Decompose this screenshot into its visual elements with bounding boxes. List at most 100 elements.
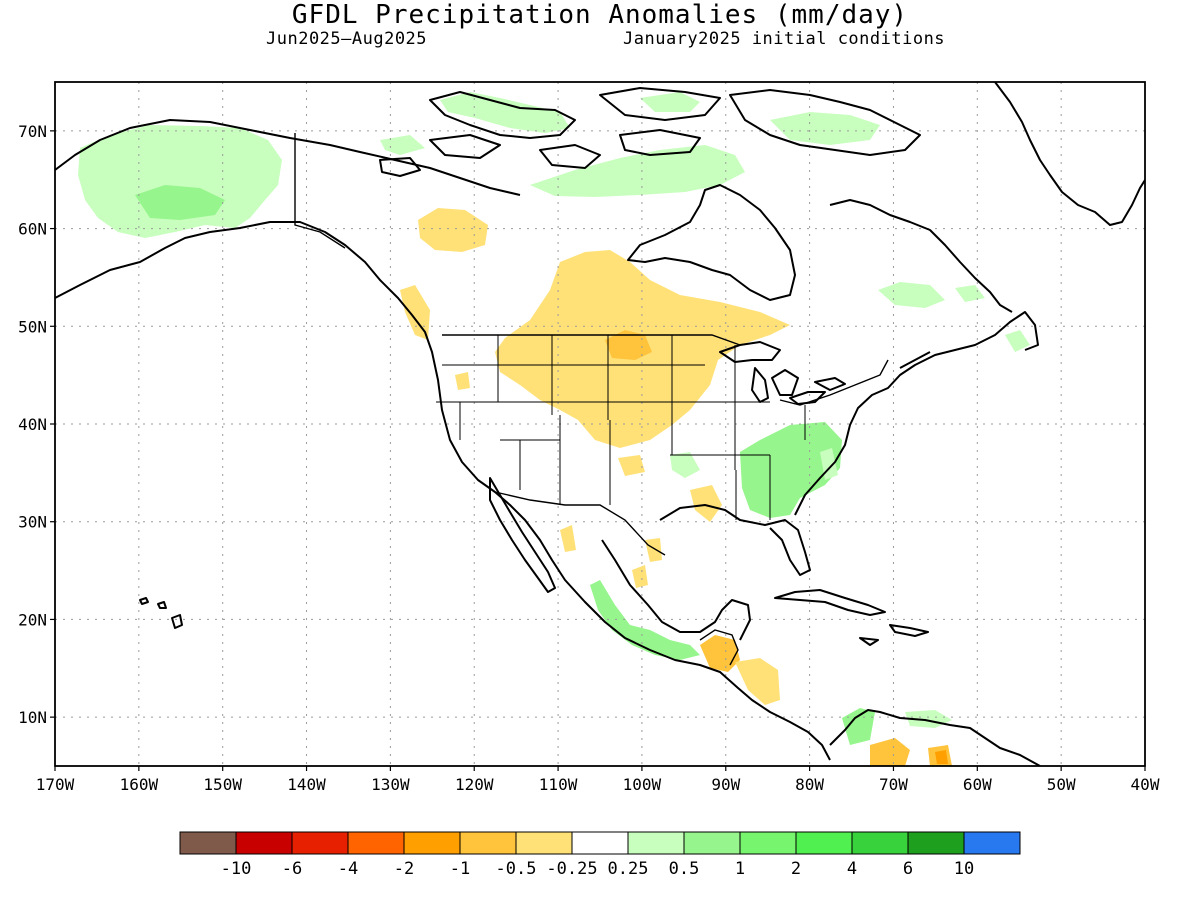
longitude-tick-labels: 170W 160W 150W 140W 130W 120W 110W 100W 90W 80W 70… bbox=[36, 766, 1160, 794]
anomaly-wet-arctic-bits bbox=[380, 92, 700, 155]
coast-baja bbox=[489, 477, 556, 593]
great-lakes bbox=[719, 341, 846, 405]
colorbar-swatch bbox=[851, 831, 909, 855]
colorbar-label: 0.25 bbox=[608, 859, 649, 879]
colorbar-swatch bbox=[347, 831, 405, 855]
anomaly-dry-southamerica-core bbox=[935, 750, 948, 764]
lon-tick-label: 120W bbox=[455, 775, 494, 794]
colorbar-label: -2 bbox=[394, 859, 414, 879]
lon-tick-label: 100W bbox=[623, 775, 662, 794]
initial-conditions: January2025 initial conditions bbox=[623, 29, 946, 49]
anomaly-dry-central-america bbox=[700, 635, 740, 672]
coast-alaska bbox=[55, 221, 831, 761]
lon-tick-label: 110W bbox=[539, 775, 578, 794]
anomaly-dry-yukon bbox=[418, 208, 488, 252]
anomaly-wet-alaska bbox=[78, 125, 282, 238]
anomaly-dry-plains-core bbox=[605, 330, 652, 360]
coastlines bbox=[55, 82, 1145, 766]
lat-tick-label: 10N bbox=[18, 708, 47, 727]
anomaly-wet-newfoundland bbox=[1005, 330, 1030, 352]
coast-hudson-bay bbox=[627, 184, 796, 301]
forecast-period: Jun2025—Aug2025 bbox=[266, 29, 428, 49]
lat-tick-label: 30N bbox=[18, 513, 47, 532]
coast-labrador bbox=[829, 199, 1013, 313]
lon-tick-label: 130W bbox=[371, 775, 410, 794]
lat-tick-label: 20N bbox=[18, 610, 47, 629]
anomaly-dry-mexico bbox=[560, 525, 662, 588]
colorbar bbox=[179, 831, 1021, 855]
coast-east bbox=[794, 311, 1039, 516]
anomaly-wet-mexico-coast bbox=[590, 580, 700, 660]
colorbar-label: 0.5 bbox=[669, 859, 700, 879]
colorbar-swatch bbox=[907, 831, 965, 855]
us-state-lines bbox=[436, 335, 806, 520]
border-us-canada bbox=[442, 334, 889, 406]
lon-tick-label: 40W bbox=[1131, 775, 1160, 794]
anomaly-wet-southeast-outer bbox=[670, 448, 838, 480]
colorbar-swatch bbox=[571, 831, 629, 855]
anomaly-dry-nicaragua bbox=[735, 658, 780, 705]
map-title: GFDL Precipitation Anomalies (mm/day) bbox=[291, 0, 909, 30]
political-borders bbox=[294, 133, 889, 666]
lon-tick-label: 150W bbox=[203, 775, 242, 794]
colorbar-label: -0.25 bbox=[546, 859, 597, 879]
border-mexico-guatemala bbox=[699, 629, 739, 666]
colorbar-swatch bbox=[963, 831, 1021, 855]
lon-tick-label: 140W bbox=[287, 775, 326, 794]
colorbar-swatch bbox=[795, 831, 853, 855]
anomaly-wet-arctic-north bbox=[440, 92, 570, 133]
anomaly-fields bbox=[78, 92, 1030, 766]
colorbar-swatch bbox=[683, 831, 741, 855]
coast-alaska-north bbox=[55, 119, 521, 196]
map-plot-area bbox=[55, 82, 1145, 766]
coast-hawaii bbox=[139, 597, 183, 629]
colorbar-label: 4 bbox=[847, 859, 857, 879]
lon-tick-label: 60W bbox=[963, 775, 992, 794]
coast-cuba bbox=[774, 589, 929, 646]
coast-gulf bbox=[601, 504, 811, 641]
coast-greenland bbox=[994, 82, 1145, 226]
colorbar-labels: -10 -6 -4 -2 -1 -0.5 -0.25 0.25 0.5 1 2 4 6 10 bbox=[221, 859, 975, 879]
lon-tick-label: 170W bbox=[36, 775, 75, 794]
border-us-mexico bbox=[494, 491, 666, 556]
colorbar-swatch bbox=[627, 831, 685, 855]
anomaly-wet-venezuela bbox=[842, 708, 875, 745]
colorbar-label: -10 bbox=[221, 859, 252, 879]
anomaly-wet-alaska-core bbox=[135, 185, 225, 220]
lat-tick-label: 40N bbox=[18, 415, 47, 434]
lon-tick-label: 50W bbox=[1047, 775, 1076, 794]
colorbar-label: 10 bbox=[954, 859, 974, 879]
colorbar-label: -6 bbox=[282, 859, 302, 879]
colorbar-swatch bbox=[459, 831, 517, 855]
anomaly-dry-southamerica bbox=[870, 738, 952, 766]
lon-tick-label: 90W bbox=[711, 775, 740, 794]
anomaly-dry-southplains bbox=[618, 455, 722, 522]
colorbar-swatch bbox=[179, 831, 237, 855]
border-alaska-canada bbox=[294, 133, 346, 249]
colorbar-label: -0.5 bbox=[496, 859, 537, 879]
lat-tick-label: 70N bbox=[18, 122, 47, 141]
colorbar-label: -1 bbox=[450, 859, 470, 879]
lat-tick-label: 50N bbox=[18, 317, 47, 336]
lon-tick-label: 160W bbox=[120, 775, 159, 794]
colorbar-swatch bbox=[291, 831, 349, 855]
colorbar-label: 1 bbox=[735, 859, 745, 879]
map-gridlines bbox=[55, 82, 1145, 766]
colorbar-label: -4 bbox=[338, 859, 358, 879]
colorbar-swatch bbox=[403, 831, 461, 855]
coast-arctic-islands bbox=[379, 87, 921, 177]
anomaly-wet-labrador bbox=[878, 282, 985, 308]
anomaly-dry-idaho bbox=[455, 372, 470, 390]
lon-tick-label: 70W bbox=[879, 775, 908, 794]
anomaly-dry-pacnw bbox=[400, 285, 430, 340]
latitude-tick-labels: 10N 20N 30N 40N 50N 60N 70N bbox=[18, 122, 55, 727]
colorbar-swatch bbox=[515, 831, 573, 855]
lon-tick-label: 80W bbox=[795, 775, 824, 794]
colorbar-label: 2 bbox=[791, 859, 801, 879]
lat-tick-label: 60N bbox=[18, 220, 47, 239]
anomaly-wet-southeast bbox=[740, 422, 842, 518]
anomaly-wet-baffin bbox=[770, 112, 880, 145]
colorbar-swatch bbox=[739, 831, 797, 855]
colorbar-swatch bbox=[235, 831, 293, 855]
